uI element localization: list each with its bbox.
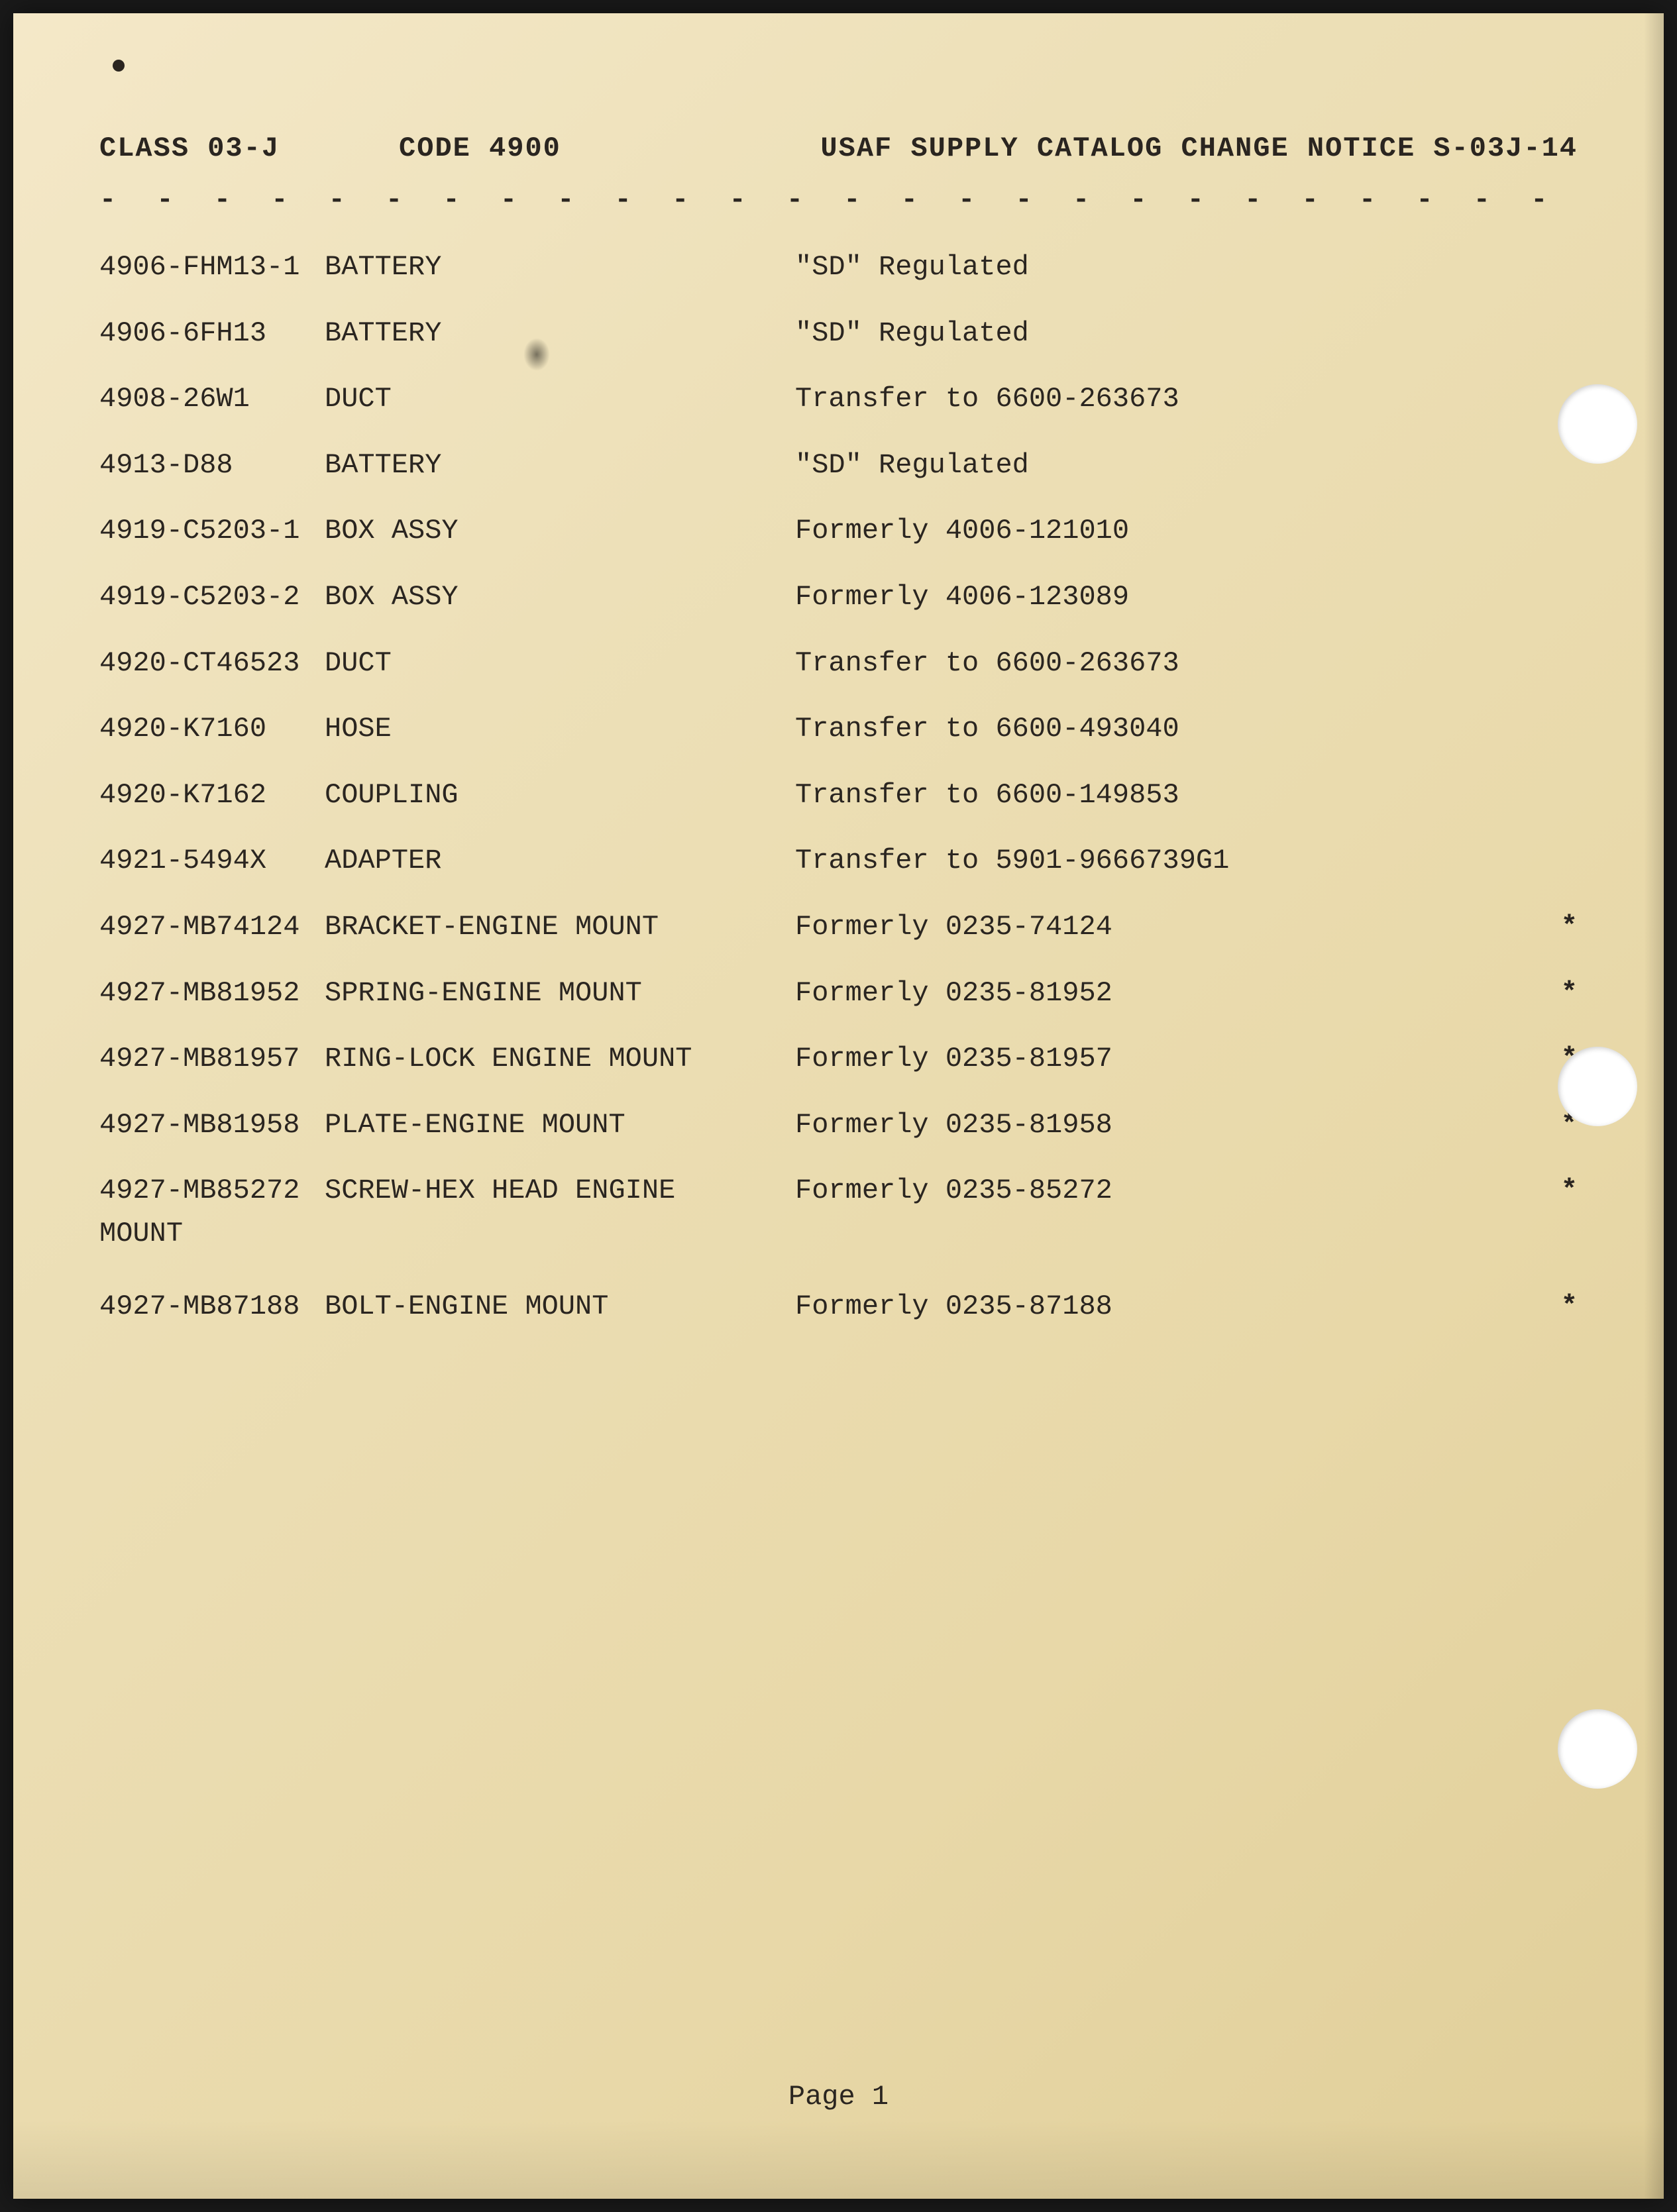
part-number: 4920-CT46523 (99, 645, 325, 682)
part-description: BOX ASSY (325, 513, 795, 549)
page-title: USAF SUPPLY CATALOG CHANGE NOTICE S-03J-… (820, 132, 1578, 164)
part-number: 4927-MB81957 (99, 1041, 325, 1077)
part-description: BOX ASSY (325, 579, 795, 615)
part-description: BATTERY (325, 249, 795, 286)
part-number: 4908-26W1 (99, 381, 325, 417)
asterisk-mark: * (1538, 909, 1578, 945)
page-number: Page 1 (788, 2081, 889, 2113)
table-row: 4927-MB74124BRACKET-ENGINE MOUNTFormerly… (99, 909, 1578, 945)
table-row: 4919-C5203-2BOX ASSYFormerly 4006-123089 (99, 579, 1578, 615)
table-row: 4906-6FH13BATTERY"SD" Regulated (99, 315, 1578, 352)
table-row: 4927-MB85272SCREW-HEX HEAD ENGINEFormerl… (99, 1173, 1578, 1209)
table-row-continuation: MOUNT (99, 1216, 1578, 1252)
asterisk-mark (1538, 315, 1578, 352)
part-number: 4927-MB81952 (99, 975, 325, 1012)
change-note: Formerly 4006-123089 (795, 579, 1538, 615)
code-label: CODE 4900 (399, 132, 561, 164)
change-note: Formerly 0235-81952 (795, 975, 1538, 1012)
change-note: Formerly 4006-121010 (795, 513, 1538, 549)
table-row: 4927-MB81957RING-LOCK ENGINE MOUNTFormer… (99, 1041, 1578, 1077)
change-note: Formerly 0235-87188 (795, 1289, 1538, 1325)
part-number: 4927-MB87188 (99, 1289, 325, 1325)
part-description-continued: MOUNT (99, 1216, 325, 1252)
punch-hole-icon (1558, 384, 1637, 464)
part-description: BRACKET-ENGINE MOUNT (325, 909, 795, 945)
part-number: 4927-MB81958 (99, 1107, 325, 1143)
asterisk-mark: * (1538, 1289, 1578, 1325)
change-note: Formerly 0235-85272 (795, 1173, 1538, 1209)
change-note: "SD" Regulated (795, 249, 1538, 286)
change-note: Transfer to 6600-493040 (795, 711, 1538, 747)
part-number: 4906-FHM13-1 (99, 249, 325, 286)
table-row: 4927-MB81952SPRING-ENGINE MOUNTFormerly … (99, 975, 1578, 1012)
table-row: 4920-CT46523DUCTTransfer to 6600-263673 (99, 645, 1578, 682)
asterisk-mark: * (1538, 975, 1578, 1012)
change-note: Transfer to 6600-149853 (795, 777, 1538, 814)
part-description: BOLT-ENGINE MOUNT (325, 1289, 795, 1325)
change-note: Formerly 0235-74124 (795, 909, 1538, 945)
part-number: 4919-C5203-1 (99, 513, 325, 549)
part-description: COUPLING (325, 777, 795, 814)
document-page: CLASS 03-J CODE 4900 USAF SUPPLY CATALOG… (13, 13, 1664, 2199)
table-row: 4919-C5203-1BOX ASSYFormerly 4006-121010 (99, 513, 1578, 549)
asterisk-mark (1538, 777, 1578, 814)
part-number: 4919-C5203-2 (99, 579, 325, 615)
part-number: 4927-MB85272 (99, 1173, 325, 1209)
part-number: 4913-D88 (99, 447, 325, 484)
change-note: Transfer to 6600-263673 (795, 381, 1538, 417)
change-note: Transfer to 6600-263673 (795, 645, 1538, 682)
table-row: 4921-5494XADAPTERTransfer to 5901-966673… (99, 843, 1578, 879)
paper-mark (113, 60, 125, 72)
catalog-table: 4906-FHM13-1BATTERY"SD" Regulated4906-6F… (99, 249, 1578, 1324)
change-note: Formerly 0235-81958 (795, 1107, 1538, 1143)
part-description: PLATE-ENGINE MOUNT (325, 1107, 795, 1143)
part-number: 4927-MB74124 (99, 909, 325, 945)
change-note: Transfer to 5901-9666739G1 (795, 843, 1538, 879)
part-description: BATTERY (325, 447, 795, 484)
part-description: RING-LOCK ENGINE MOUNT (325, 1041, 795, 1077)
asterisk-mark (1538, 711, 1578, 747)
page-header: CLASS 03-J CODE 4900 USAF SUPPLY CATALOG… (99, 132, 1578, 164)
part-description: DUCT (325, 645, 795, 682)
table-row: 4920-K7162COUPLINGTransfer to 6600-14985… (99, 777, 1578, 814)
table-row: 4913-D88BATTERY"SD" Regulated (99, 447, 1578, 484)
part-description: HOSE (325, 711, 795, 747)
table-row: 4927-MB87188BOLT-ENGINE MOUNTFormerly 02… (99, 1289, 1578, 1325)
table-row: 4906-FHM13-1BATTERY"SD" Regulated (99, 249, 1578, 286)
part-number: 4920-K7160 (99, 711, 325, 747)
part-description: DUCT (325, 381, 795, 417)
part-description: ADAPTER (325, 843, 795, 879)
change-note: Formerly 0235-81957 (795, 1041, 1538, 1077)
punch-hole-icon (1558, 1709, 1637, 1789)
part-number: 4906-6FH13 (99, 315, 325, 352)
change-note: "SD" Regulated (795, 447, 1538, 484)
punch-hole-icon (1558, 1047, 1637, 1126)
part-description: SPRING-ENGINE MOUNT (325, 975, 795, 1012)
table-row: 4908-26W1DUCTTransfer to 6600-263673 (99, 381, 1578, 417)
part-number: 4921-5494X (99, 843, 325, 879)
asterisk-mark (1538, 645, 1578, 682)
table-row: 4927-MB81958PLATE-ENGINE MOUNTFormerly 0… (99, 1107, 1578, 1143)
asterisk-mark (1538, 513, 1578, 549)
table-row: 4920-K7160HOSETransfer to 6600-493040 (99, 711, 1578, 747)
part-description: SCREW-HEX HEAD ENGINE (325, 1173, 795, 1209)
header-left: CLASS 03-J CODE 4900 (99, 132, 561, 164)
asterisk-mark: * (1538, 1173, 1578, 1209)
divider-line: - - - - - - - - - - - - - - - - - - - - … (99, 184, 1578, 216)
asterisk-mark (1538, 843, 1578, 879)
asterisk-mark (1538, 249, 1578, 286)
part-number: 4920-K7162 (99, 777, 325, 814)
change-note: "SD" Regulated (795, 315, 1538, 352)
ink-smudge (523, 338, 550, 371)
asterisk-mark (1538, 579, 1578, 615)
part-description: BATTERY (325, 315, 795, 352)
class-label: CLASS 03-J (99, 132, 280, 164)
